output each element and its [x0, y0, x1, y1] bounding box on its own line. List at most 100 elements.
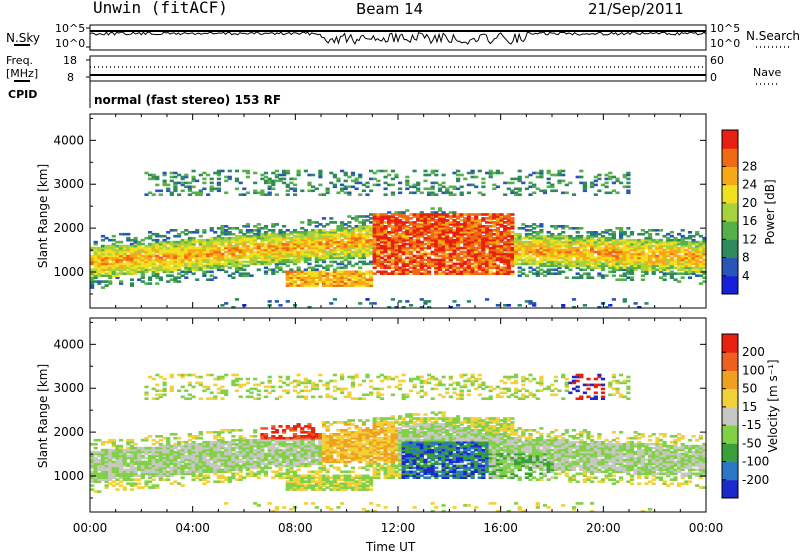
power-panel-cell	[413, 255, 417, 258]
power-panel-cell	[579, 227, 583, 230]
power-panel-cell	[365, 225, 369, 228]
power-panel-cell	[626, 182, 630, 185]
power-panel-cell	[579, 235, 583, 238]
power-panel-colorbar-swatch	[722, 276, 738, 295]
power-panel-cell	[192, 231, 196, 234]
power-panel-cell	[438, 259, 442, 262]
power-panel-cell	[293, 274, 297, 277]
power-panel-cell	[644, 231, 648, 234]
power-panel-cell	[434, 219, 438, 222]
power-panel-cell	[413, 221, 417, 224]
power-panel-cell	[300, 190, 304, 193]
power-panel-cell	[329, 272, 333, 275]
velocity-panel-cell	[184, 471, 188, 474]
power-panel-cell	[605, 178, 609, 181]
power-panel-cell	[688, 231, 692, 234]
power-panel-cell	[365, 278, 369, 281]
power-panel-cell	[340, 170, 344, 173]
power-panel-cell	[652, 261, 656, 264]
power-panel-cell	[528, 255, 532, 258]
power-panel-cell	[228, 257, 232, 260]
power-panel-cell	[532, 257, 536, 260]
power-panel-cell	[369, 213, 373, 216]
power-panel-cell	[398, 300, 402, 303]
power-panel-cell	[373, 272, 377, 275]
power-panel-cell	[311, 190, 315, 193]
power-panel-cell	[119, 241, 123, 244]
velocity-panel-cell	[123, 486, 127, 489]
power-panel-cell	[391, 267, 395, 270]
power-panel-cell	[355, 178, 359, 181]
power-panel-cell	[420, 211, 424, 214]
power-panel-cell	[123, 263, 127, 266]
power-panel-cell	[492, 237, 496, 240]
power-panel-cell	[402, 231, 406, 234]
power-panel-cell	[431, 182, 435, 185]
velocity-panel-cell	[213, 384, 217, 387]
velocity-panel-cell	[130, 482, 134, 485]
power-panel-cell	[445, 272, 449, 275]
velocity-panel-cell	[155, 459, 159, 462]
velocity-panel-cell	[144, 461, 148, 464]
velocity-panel-cell	[213, 435, 217, 438]
power-panel-cell	[608, 192, 612, 195]
power-panel-cell	[362, 233, 366, 236]
power-panel-cell	[387, 211, 391, 214]
power-panel-cell	[518, 233, 522, 236]
velocity-panel-cell	[173, 443, 177, 446]
velocity-panel-cell	[90, 484, 94, 487]
power-panel-cell	[362, 215, 366, 218]
power-panel-cell	[286, 265, 290, 268]
power-panel-cell	[275, 193, 279, 196]
velocity-panel-cell	[220, 451, 224, 454]
power-panel-cell	[355, 215, 359, 218]
power-panel-cell	[264, 231, 268, 234]
power-panel-cell	[253, 190, 257, 193]
power-panel-cell	[503, 253, 507, 256]
power-panel-cell	[318, 170, 322, 173]
velocity-panel-cell	[134, 447, 138, 450]
power-panel-cell	[597, 178, 601, 181]
power-panel-cell	[409, 267, 413, 270]
power-panel-cell	[402, 259, 406, 262]
power-panel-cell	[387, 237, 391, 240]
power-panel-cell	[405, 225, 409, 228]
power-panel-cell	[673, 259, 677, 262]
power-panel-cell	[442, 186, 446, 189]
power-panel-cell	[427, 188, 431, 191]
velocity-panel-cell	[220, 429, 224, 432]
power-panel-cell	[688, 235, 692, 238]
velocity-panel-cell	[217, 388, 221, 391]
power-panel-cell	[220, 304, 224, 307]
power-panel-cell	[539, 235, 543, 238]
power-panel-cell	[605, 237, 609, 240]
power-panel-cell	[536, 225, 540, 228]
power-panel-cell	[547, 269, 551, 272]
power-panel-cell	[692, 247, 696, 250]
power-panel-cell	[181, 231, 185, 234]
power-panel-cell	[246, 192, 250, 195]
power-panel-cell	[536, 172, 540, 175]
power-panel-cell	[655, 229, 659, 232]
power-panel-cell	[268, 269, 272, 272]
power-panel-cell	[623, 239, 627, 242]
power-panel-cell	[264, 193, 268, 196]
power-panel-cell	[402, 221, 406, 224]
power-panel-cell	[619, 274, 623, 277]
power-panel-colorbar-swatch	[722, 148, 738, 167]
power-panel-cell	[681, 235, 685, 238]
power-panel-cell	[137, 241, 141, 244]
velocity-panel-cell	[195, 443, 199, 446]
power-panel-cell	[503, 304, 507, 307]
velocity-panel-cell	[137, 486, 141, 489]
power-panel-cell	[586, 235, 590, 238]
power-panel-cell	[268, 229, 272, 232]
power-panel-cell	[336, 225, 340, 228]
power-panel-cell	[347, 278, 351, 281]
power-panel-cell	[384, 176, 388, 179]
power-panel-cell	[391, 213, 395, 216]
velocity-panel-cell	[148, 480, 152, 483]
power-panel-cell	[307, 263, 311, 266]
velocity-panel-cell	[144, 457, 148, 460]
